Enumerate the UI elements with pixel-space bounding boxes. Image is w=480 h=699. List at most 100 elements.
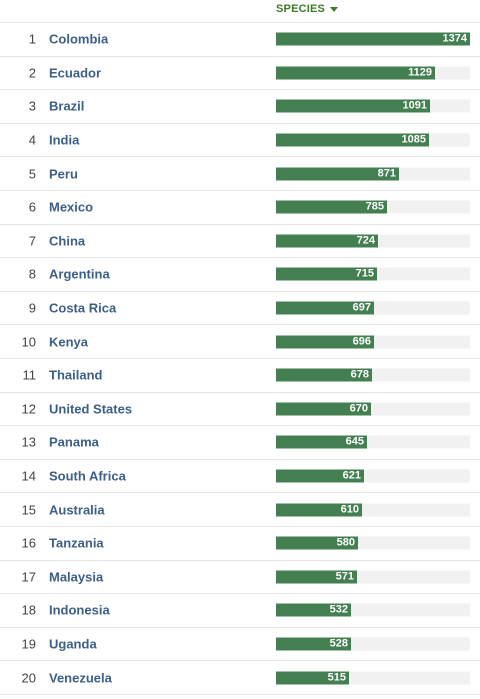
species-bar	[276, 301, 374, 315]
list-item: 7 China 724	[0, 225, 480, 259]
species-count: 724	[356, 234, 375, 247]
country-link[interactable]: Ecuador	[49, 65, 102, 81]
bar-track: 610	[276, 503, 470, 517]
species-bar	[276, 469, 364, 483]
rank-number: 3	[28, 98, 36, 114]
species-sort-label: SPECIES	[276, 3, 326, 15]
species-sort-button[interactable]: SPECIES	[276, 3, 339, 15]
species-bar	[276, 503, 362, 517]
country-link[interactable]: Indonesia	[49, 602, 110, 618]
species-bar	[276, 32, 470, 46]
bar-track: 1374	[276, 32, 470, 46]
bar-track: 621	[276, 469, 470, 483]
species-count: 1129	[408, 66, 432, 79]
species-bar	[276, 570, 357, 584]
country-link[interactable]: Malaysia	[49, 569, 104, 585]
country-link[interactable]: United States	[49, 401, 133, 417]
rank-number: 14	[21, 468, 36, 484]
species-count: 678	[350, 368, 369, 381]
species-count: 697	[352, 301, 371, 314]
species-count: 715	[355, 267, 374, 280]
species-count: 670	[349, 402, 368, 415]
list-item: 2 Ecuador 1129	[0, 57, 480, 91]
caret-down-icon	[330, 7, 339, 12]
country-link[interactable]: Costa Rica	[49, 300, 117, 316]
ranking-list: 1 Colombia 1374 2 Ecuador 1129 3 Brazil 1091 4 Ind…	[0, 23, 480, 695]
country-link[interactable]: Colombia	[49, 31, 109, 47]
species-count: 1085	[401, 133, 426, 146]
country-link[interactable]: Panama	[49, 434, 99, 450]
list-item: 18 Indonesia 532	[0, 594, 480, 628]
bar-track: 528	[276, 637, 470, 651]
species-count: 696	[352, 335, 371, 348]
rank-number: 15	[21, 502, 36, 518]
species-bar	[276, 234, 378, 248]
species-count: 571	[335, 570, 354, 583]
country-link[interactable]: Kenya	[49, 334, 89, 350]
country-link[interactable]: Australia	[49, 502, 105, 518]
list-item: 15 Australia 610	[0, 493, 480, 527]
species-bar	[276, 671, 349, 685]
list-item: 12 United States 670	[0, 393, 480, 427]
species-bar	[276, 167, 399, 181]
country-link[interactable]: Argentina	[49, 266, 110, 282]
rank-number: 11	[22, 367, 37, 383]
country-link[interactable]: Brazil	[49, 98, 85, 114]
rank-number: 9	[28, 300, 36, 316]
species-bar	[276, 267, 377, 281]
country-link[interactable]: Tanzania	[49, 535, 104, 551]
list-item: 14 South Africa 621	[0, 460, 480, 494]
bar-track: 697	[276, 301, 470, 315]
bar-track: 696	[276, 335, 470, 349]
list-item: 13 Panama 645	[0, 426, 480, 460]
country-link[interactable]: Thailand	[49, 367, 103, 383]
bar-track: 580	[276, 536, 470, 550]
list-item: 10 Kenya 696	[0, 325, 480, 359]
rank-number: 2	[28, 65, 36, 81]
list-item: 17 Malaysia 571	[0, 561, 480, 595]
rank-number: 19	[21, 636, 36, 652]
country-link[interactable]: Peru	[49, 166, 78, 182]
rank-number: 13	[21, 434, 36, 450]
rank-number: 6	[28, 199, 36, 215]
species-bar	[276, 66, 435, 80]
species-bar	[276, 133, 429, 147]
country-link[interactable]: Uganda	[49, 636, 97, 652]
rank-number: 17	[21, 569, 36, 585]
country-link[interactable]: China	[49, 233, 86, 249]
species-count: 1091	[402, 99, 427, 112]
bar-track: 670	[276, 402, 470, 416]
list-item: 9 Costa Rica 697	[0, 292, 480, 326]
bar-track: 645	[276, 435, 470, 449]
rank-number: 20	[21, 670, 36, 686]
bar-track: 515	[276, 671, 470, 685]
bar-track: 678	[276, 368, 470, 382]
rank-number: 16	[21, 535, 36, 551]
species-bar	[276, 200, 387, 214]
bar-track: 724	[276, 234, 470, 248]
country-link[interactable]: Venezuela	[49, 670, 112, 686]
rank-number: 8	[28, 266, 36, 282]
species-bar	[276, 435, 367, 449]
rank-number: 1	[28, 31, 36, 47]
species-count: 610	[340, 503, 359, 516]
species-bar	[276, 335, 374, 349]
species-bar	[276, 402, 371, 416]
list-item: 11 Thailand 678	[0, 359, 480, 393]
list-item: 16 Tanzania 580	[0, 527, 480, 561]
bar-track: 1085	[276, 133, 470, 147]
species-bar	[276, 536, 358, 550]
rank-number: 10	[21, 334, 36, 350]
rank-number: 5	[28, 166, 36, 182]
species-count: 621	[342, 469, 361, 482]
species-bar	[276, 99, 430, 113]
rank-number: 4	[28, 132, 36, 148]
bar-track: 1129	[276, 66, 470, 80]
species-count: 580	[336, 536, 355, 549]
country-link[interactable]: South Africa	[49, 468, 126, 484]
country-link[interactable]: India	[49, 132, 80, 148]
bar-track: 785	[276, 200, 470, 214]
species-bar	[276, 637, 351, 651]
rank-number: 7	[28, 233, 36, 249]
country-link[interactable]: Mexico	[49, 199, 94, 215]
